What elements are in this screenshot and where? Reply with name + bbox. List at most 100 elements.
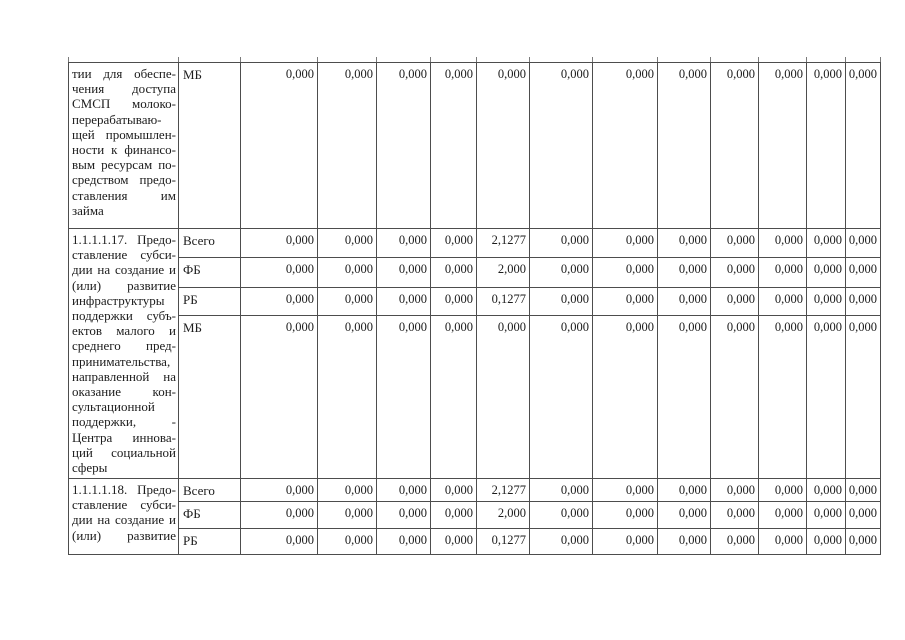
column-border-stub bbox=[758, 57, 759, 62]
value-cell: 0,000 bbox=[240, 257, 318, 288]
value-cell: 0,000 bbox=[529, 257, 593, 288]
value-cell: 0,000 bbox=[592, 62, 658, 229]
column-border-stub bbox=[657, 57, 658, 62]
table-row: МБ 0,000 0,000 0,000 0,000 0,000 0,000 0,000 0,0… bbox=[69, 315, 881, 479]
value-cell: 0,000 bbox=[845, 62, 881, 229]
value-cell: 0,000 bbox=[376, 315, 431, 479]
value-cell: 0,000 bbox=[592, 287, 658, 316]
value-cell: 0,000 bbox=[240, 62, 318, 229]
budget-program-table: тии для обеспе- чения доступа СМСП молок… bbox=[68, 62, 881, 555]
program-description: тии для обеспе- чения доступа СМСП молок… bbox=[68, 62, 179, 229]
value-cell: 2,000 bbox=[476, 501, 530, 529]
value-cell: 0,1277 bbox=[476, 528, 530, 555]
value-cell: 0,000 bbox=[317, 228, 377, 258]
value-cell: 0,000 bbox=[758, 257, 807, 288]
value-cell: 0,000 bbox=[376, 501, 431, 529]
value-cell: 0,000 bbox=[657, 315, 711, 479]
column-border-stub bbox=[476, 57, 477, 62]
value-cell: 0,000 bbox=[476, 62, 530, 229]
column-border-stub bbox=[710, 57, 711, 62]
value-cell: 0,000 bbox=[710, 501, 759, 529]
value-cell: 0,000 bbox=[376, 287, 431, 316]
value-cell: 0,000 bbox=[758, 478, 807, 502]
column-border-stub bbox=[376, 57, 377, 62]
value-cell: 0,000 bbox=[529, 528, 593, 555]
value-cell: 0,000 bbox=[240, 287, 318, 316]
budget-source-label: Всего bbox=[178, 228, 241, 258]
budget-source-label: МБ bbox=[178, 315, 241, 479]
column-border-stub bbox=[430, 57, 431, 62]
table-row: ФБ 0,000 0,000 0,000 0,000 2,000 0,000 0,000 0,0… bbox=[69, 257, 881, 288]
value-cell: 0,000 bbox=[317, 257, 377, 288]
value-cell: 0,000 bbox=[592, 528, 658, 555]
value-cell: 0,000 bbox=[592, 228, 658, 258]
value-cell: 0,000 bbox=[240, 315, 318, 479]
value-cell: 0,000 bbox=[430, 287, 477, 316]
value-cell: 0,000 bbox=[758, 501, 807, 529]
table-row: 1.1.1.1.17. Предо- ставление субси- дии … bbox=[68, 228, 881, 479]
value-cell: 0,000 bbox=[758, 528, 807, 555]
value-cell: 0,000 bbox=[430, 501, 477, 529]
value-cell: 0,000 bbox=[845, 228, 881, 258]
value-cell: 0,000 bbox=[376, 257, 431, 288]
value-cell: 0,000 bbox=[657, 528, 711, 555]
value-cell: 0,000 bbox=[657, 287, 711, 316]
value-cell: 0,000 bbox=[758, 315, 807, 479]
column-border-stub bbox=[592, 57, 593, 62]
value-cell: 0,000 bbox=[845, 528, 881, 555]
value-cell: 0,000 bbox=[317, 315, 377, 479]
value-cell: 0,000 bbox=[758, 228, 807, 258]
budget-source-label: РБ bbox=[178, 528, 241, 555]
table-row: 1.1.1.1.18. Предо- ставление субси- дии … bbox=[68, 478, 881, 555]
value-cell: 0,000 bbox=[710, 257, 759, 288]
program-description: 1.1.1.1.18. Предо- ставление субси- дии … bbox=[68, 478, 179, 555]
value-cell: 0,000 bbox=[317, 528, 377, 555]
value-cell: 0,000 bbox=[710, 62, 759, 229]
budget-source-label: ФБ bbox=[178, 257, 241, 288]
value-cell: 0,000 bbox=[592, 315, 658, 479]
value-cell: 0,000 bbox=[529, 287, 593, 316]
value-cell: 0,000 bbox=[240, 478, 318, 502]
value-cell: 0,000 bbox=[376, 228, 431, 258]
column-border-stub bbox=[880, 57, 881, 62]
value-cell: 0,000 bbox=[657, 62, 711, 229]
column-border-stub bbox=[240, 57, 241, 62]
value-cell: 0,000 bbox=[240, 501, 318, 529]
value-cell: 2,000 bbox=[476, 257, 530, 288]
value-cell: 0,000 bbox=[710, 315, 759, 479]
value-cell: 0,000 bbox=[529, 478, 593, 502]
value-cell: 0,000 bbox=[529, 62, 593, 229]
column-border-stub bbox=[68, 57, 69, 62]
value-cell: 0,000 bbox=[376, 62, 431, 229]
value-cell: 0,000 bbox=[430, 257, 477, 288]
column-border-stub bbox=[806, 57, 807, 62]
value-cell: 0,000 bbox=[529, 228, 593, 258]
table-row: РБ 0,000 0,000 0,000 0,000 0,1277 0,000 0,000 0,… bbox=[69, 528, 881, 555]
value-cell: 0,000 bbox=[430, 315, 477, 479]
value-cell: 2,1277 bbox=[476, 478, 530, 502]
value-cell: 0,000 bbox=[845, 501, 881, 529]
value-cell: 0,000 bbox=[845, 478, 881, 502]
value-cell: 0,000 bbox=[806, 315, 846, 479]
table-row: тии для обеспе- чения доступа СМСП молок… bbox=[68, 62, 881, 229]
value-cell: 0,000 bbox=[476, 315, 530, 479]
value-cell: 0,000 bbox=[657, 257, 711, 288]
budget-source-label: ФБ bbox=[178, 501, 241, 529]
value-cell: 0,000 bbox=[710, 528, 759, 555]
value-cell: 0,000 bbox=[376, 528, 431, 555]
value-cell: 0,000 bbox=[529, 315, 593, 479]
value-cell: 2,1277 bbox=[476, 228, 530, 258]
value-cell: 0,000 bbox=[430, 478, 477, 502]
value-cell: 0,000 bbox=[806, 528, 846, 555]
value-cell: 0,000 bbox=[806, 501, 846, 529]
column-border-stub bbox=[845, 57, 846, 62]
value-cell: 0,000 bbox=[657, 228, 711, 258]
column-border-stub bbox=[317, 57, 318, 62]
column-border-stub bbox=[178, 57, 179, 62]
value-cell: 0,000 bbox=[317, 501, 377, 529]
value-cell: 0,000 bbox=[317, 62, 377, 229]
value-cell: 0,000 bbox=[806, 228, 846, 258]
value-cell: 0,000 bbox=[592, 478, 658, 502]
value-cell: 0,000 bbox=[657, 478, 711, 502]
